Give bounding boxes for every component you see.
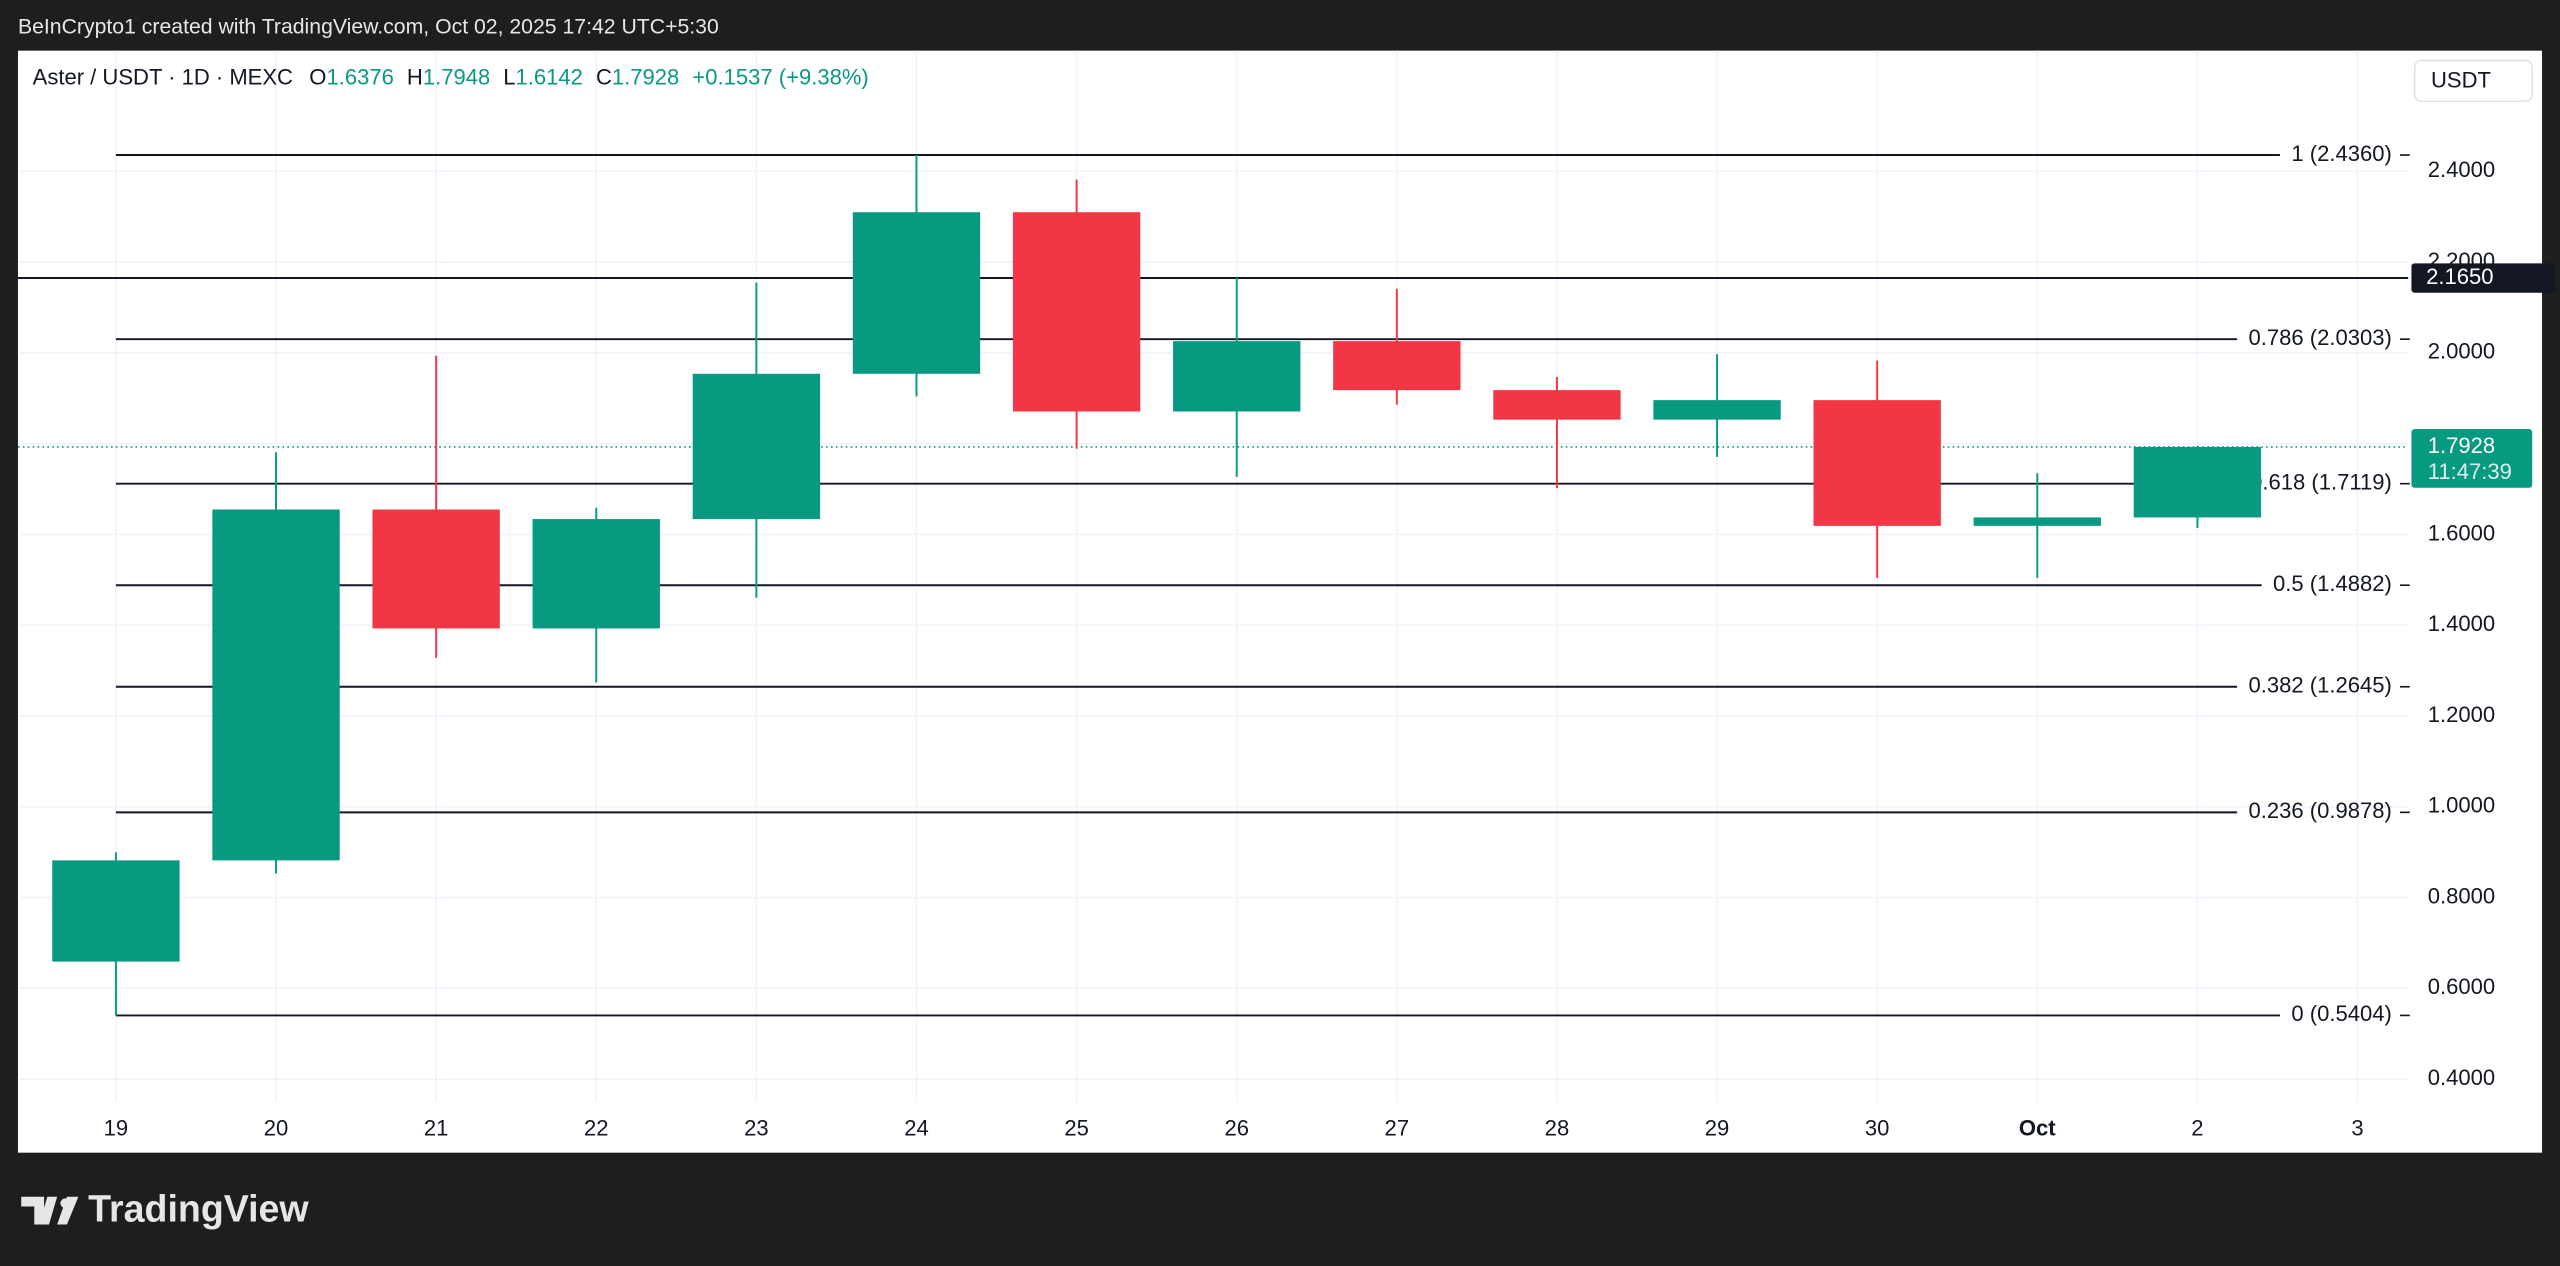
- symbol: Aster / USDT · 1D · MEXC: [33, 64, 293, 89]
- candle-body: [2133, 446, 2262, 518]
- price-tag-label: 2.1650: [2426, 264, 2493, 289]
- change: +0.1537 (+9.38%): [692, 64, 868, 89]
- legend-key: H: [407, 64, 423, 89]
- logo-icon: [57, 1196, 79, 1225]
- legend-value: 1.6142: [516, 64, 583, 89]
- plot: 0.4000 0.6000 0.8000 1.0000 1.2000 1.4000 1.60…: [17, 50, 2556, 1141]
- x-tick-label: 29: [1705, 1116, 1730, 1141]
- candle-body: [52, 860, 180, 962]
- x-tick-label: 19: [104, 1116, 129, 1141]
- fib-label: 0.382 (1.2645): [2249, 673, 2392, 698]
- attribution: BeInCrypto1 created with TradingView.com…: [18, 15, 719, 38]
- x-tick-label: 30: [1865, 1116, 1890, 1141]
- y-tick-label: 1.0000: [2428, 793, 2495, 818]
- legend-value: 1.7948: [423, 64, 490, 89]
- y-tick-label: 0.8000: [2428, 883, 2495, 908]
- y-tick-label: 0.4000: [2428, 1065, 2495, 1090]
- y-tick-label: 0.6000: [2428, 974, 2495, 999]
- candle-body: [1813, 400, 1941, 526]
- x-tick-label: 24: [904, 1116, 929, 1141]
- candle-body: [1173, 341, 1301, 412]
- x-tick-label: 23: [744, 1116, 769, 1141]
- candle-body: [1493, 390, 1621, 420]
- x-tick-label: 21: [424, 1116, 449, 1141]
- countdown: 11:47:39: [2428, 459, 2512, 484]
- x-tick-label: 3: [2351, 1116, 2363, 1141]
- price-tag: [2411, 263, 2556, 293]
- currency-button: [2413, 59, 2534, 103]
- footer-logo: TradingView: [21, 1187, 309, 1229]
- candle-body: [1333, 341, 1461, 391]
- x-tick-label: 20: [264, 1116, 289, 1141]
- x-tick-label: 28: [1545, 1116, 1570, 1141]
- fib-label: 0.5 (1.4882): [2273, 571, 2392, 596]
- logo-icon: [21, 1196, 58, 1225]
- legend-key: L: [503, 64, 515, 89]
- y-tick-label: 2.0000: [2428, 339, 2495, 364]
- candle-body: [1973, 517, 2101, 526]
- x-tick-label: 22: [584, 1116, 609, 1141]
- legend: Aster / USDT · 1D · MEXC O1.6376 H1.7948 L1…: [33, 64, 869, 89]
- fib-label: 0.236 (0.9878): [2249, 798, 2392, 823]
- y-tick-label: 1.6000: [2428, 520, 2495, 545]
- x-tick-label: 25: [1064, 1116, 1089, 1141]
- candle-body: [1653, 400, 1781, 420]
- fib-label: 0.618 (1.7119): [2250, 470, 2392, 495]
- y-tick-label: 1.2000: [2428, 702, 2495, 727]
- legend-value: 1.6376: [326, 64, 393, 89]
- x-tick-label: 2: [2191, 1116, 2203, 1141]
- legend-key: C: [596, 64, 612, 89]
- candle-body: [692, 373, 821, 520]
- legend-key: O: [309, 64, 326, 89]
- currency: USDT: [2431, 67, 2491, 92]
- y-tick-label: 2.4000: [2428, 157, 2495, 182]
- fib-label: 0 (0.5404): [2291, 1001, 2391, 1026]
- last-price-label: 1.7928: [2428, 433, 2495, 458]
- fib-label: 1 (2.4360): [2291, 141, 2391, 166]
- y-tick-label: 1.4000: [2428, 611, 2495, 636]
- x-tick-label: 27: [1385, 1116, 1410, 1141]
- logo-text: TradingView: [88, 1187, 309, 1229]
- legend-value: 1.7928: [612, 64, 679, 89]
- candle-body: [532, 519, 660, 629]
- fib-label: 0.786 (2.0303): [2249, 325, 2392, 350]
- candle-body: [372, 509, 500, 629]
- candle-body: [212, 509, 340, 861]
- candle-body: [852, 212, 981, 374]
- x-tick-label: Oct: [2019, 1116, 2056, 1141]
- x-tick-label: 26: [1224, 1116, 1249, 1141]
- last-price-tag: [2411, 429, 2533, 488]
- candle-body: [1012, 212, 1141, 412]
